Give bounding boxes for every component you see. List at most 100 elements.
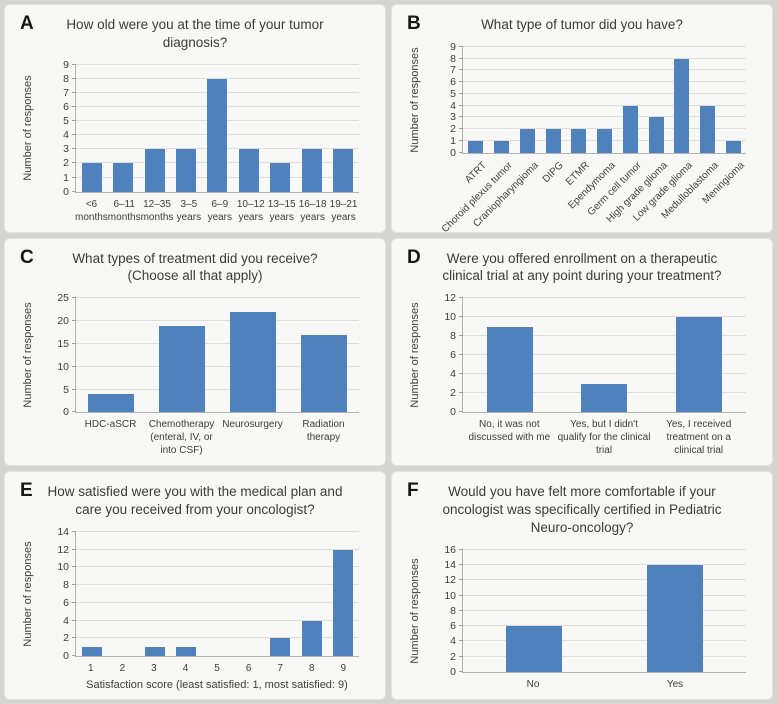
x-tick-label: Yes bbox=[666, 679, 684, 690]
x-tick-label: 8 bbox=[308, 663, 315, 674]
bar-no bbox=[505, 626, 562, 672]
x-axis-labels-f: No Yes bbox=[462, 678, 746, 691]
bar--6-months bbox=[81, 163, 102, 192]
category-slot bbox=[107, 65, 138, 192]
gridline bbox=[463, 579, 746, 581]
y-tick-label: 7 bbox=[450, 64, 456, 77]
category-slot bbox=[695, 47, 721, 153]
y-tick-label: 5 bbox=[63, 383, 69, 396]
y-tick-label: 10 bbox=[57, 561, 69, 574]
y-axis-tick bbox=[72, 105, 76, 107]
bar-radiation-therapy bbox=[300, 334, 347, 413]
bar-13-15-years bbox=[270, 163, 291, 192]
y-tick-label: 9 bbox=[450, 40, 456, 53]
y-axis-tick bbox=[459, 81, 463, 83]
y-tick-label: 0 bbox=[450, 406, 456, 419]
y-axis-tick bbox=[72, 566, 76, 568]
category-slot bbox=[296, 65, 327, 192]
y-tick-label: 14 bbox=[444, 559, 456, 572]
x-tick-label: Yes, I received treatment on a clinical … bbox=[666, 419, 732, 457]
y-tick-label: 3 bbox=[63, 143, 69, 156]
gridline bbox=[76, 297, 359, 299]
y-axis-tick bbox=[72, 342, 76, 344]
bar-19-21-years bbox=[333, 149, 354, 192]
y-tick-label: 0 bbox=[63, 185, 69, 198]
y-tick-label: 1 bbox=[450, 134, 456, 147]
y-tick-label: 1 bbox=[63, 171, 69, 184]
y-axis-tick bbox=[459, 640, 463, 642]
category-slot bbox=[139, 65, 170, 192]
bar-9 bbox=[333, 549, 354, 656]
y-tick-label: 4 bbox=[450, 635, 456, 648]
category-slot bbox=[233, 532, 264, 656]
gridline bbox=[463, 640, 746, 642]
x-tick-label: No bbox=[526, 679, 540, 690]
panel-letter-b: B bbox=[407, 13, 421, 34]
panel-e: E How satisfied were you with the medica… bbox=[4, 471, 386, 700]
gridline bbox=[76, 342, 359, 344]
y-tick-label: 8 bbox=[450, 52, 456, 65]
gridline bbox=[76, 601, 359, 603]
gridline bbox=[463, 594, 746, 596]
x-tick-label: 13–15 years bbox=[267, 198, 296, 223]
y-tick-label: 14 bbox=[57, 525, 69, 538]
y-axis-tick bbox=[459, 69, 463, 71]
y-axis-tick bbox=[72, 548, 76, 550]
bar-meningioma bbox=[725, 140, 741, 153]
bar-atrt bbox=[468, 140, 484, 153]
gridline bbox=[76, 530, 359, 532]
bar-series bbox=[76, 298, 359, 413]
x-tick-label: No, it was not discussed with me bbox=[468, 419, 551, 444]
x-axis-labels-a: <6 months 6–11 months 12–35 months 3–5 year… bbox=[75, 198, 359, 224]
category-slot bbox=[202, 65, 233, 192]
x-tick-label: 10–12 years bbox=[236, 198, 265, 223]
y-tick-label: 8 bbox=[63, 579, 69, 592]
bar-series bbox=[76, 532, 359, 656]
category-slot bbox=[76, 65, 107, 192]
gridline bbox=[76, 566, 359, 568]
x-tick-label: 6–11 months bbox=[107, 198, 141, 223]
gridline bbox=[463, 45, 746, 47]
bar-no-it-was-not-discussed-with-me bbox=[487, 326, 534, 413]
bar-16-18-years bbox=[301, 149, 322, 192]
bar-series bbox=[463, 550, 746, 672]
y-tick-label: 10 bbox=[444, 589, 456, 602]
category-slot bbox=[233, 65, 264, 192]
x-tick-label: 3 bbox=[151, 663, 157, 674]
gridline bbox=[463, 655, 746, 657]
category-slot bbox=[328, 532, 359, 656]
bar-6-9-years bbox=[207, 78, 228, 192]
y-axis-tick bbox=[72, 411, 76, 413]
category-slot bbox=[652, 298, 746, 413]
y-axis-tick bbox=[459, 392, 463, 394]
bar-low-grade-glioma bbox=[674, 58, 690, 153]
x-axis-labels-c: HDC-aSCR Chemotherapy (enteral, IV, or in… bbox=[75, 418, 359, 457]
y-tick-label: 5 bbox=[450, 87, 456, 100]
category-slot bbox=[463, 298, 557, 413]
category-slot bbox=[463, 47, 489, 153]
y-axis-tick bbox=[459, 411, 463, 413]
y-tick-label: 2 bbox=[450, 387, 456, 400]
y-axis-tick bbox=[72, 655, 76, 656]
panel-letter-d: D bbox=[407, 246, 421, 268]
y-tick-label: 12 bbox=[444, 574, 456, 587]
x-tick-label: HDC-aSCR bbox=[84, 419, 137, 431]
y-axis-tick bbox=[459, 671, 463, 672]
y-tick-label: 9 bbox=[63, 58, 69, 71]
gridline bbox=[463, 335, 746, 337]
category-slot bbox=[265, 65, 296, 192]
gridline bbox=[463, 297, 746, 299]
y-tick-label: 6 bbox=[63, 596, 69, 609]
y-axis-tick bbox=[459, 354, 463, 356]
category-slot bbox=[489, 47, 515, 153]
y-tick-label: 4 bbox=[63, 129, 69, 142]
bar-yes bbox=[647, 565, 704, 672]
y-tick-label: 16 bbox=[444, 543, 456, 556]
y-axis-tick bbox=[459, 335, 463, 337]
category-slot bbox=[540, 47, 566, 153]
panel-a: A How old were you at the time of your t… bbox=[4, 4, 386, 233]
category-slot bbox=[463, 550, 605, 672]
y-axis-tick bbox=[72, 601, 76, 603]
